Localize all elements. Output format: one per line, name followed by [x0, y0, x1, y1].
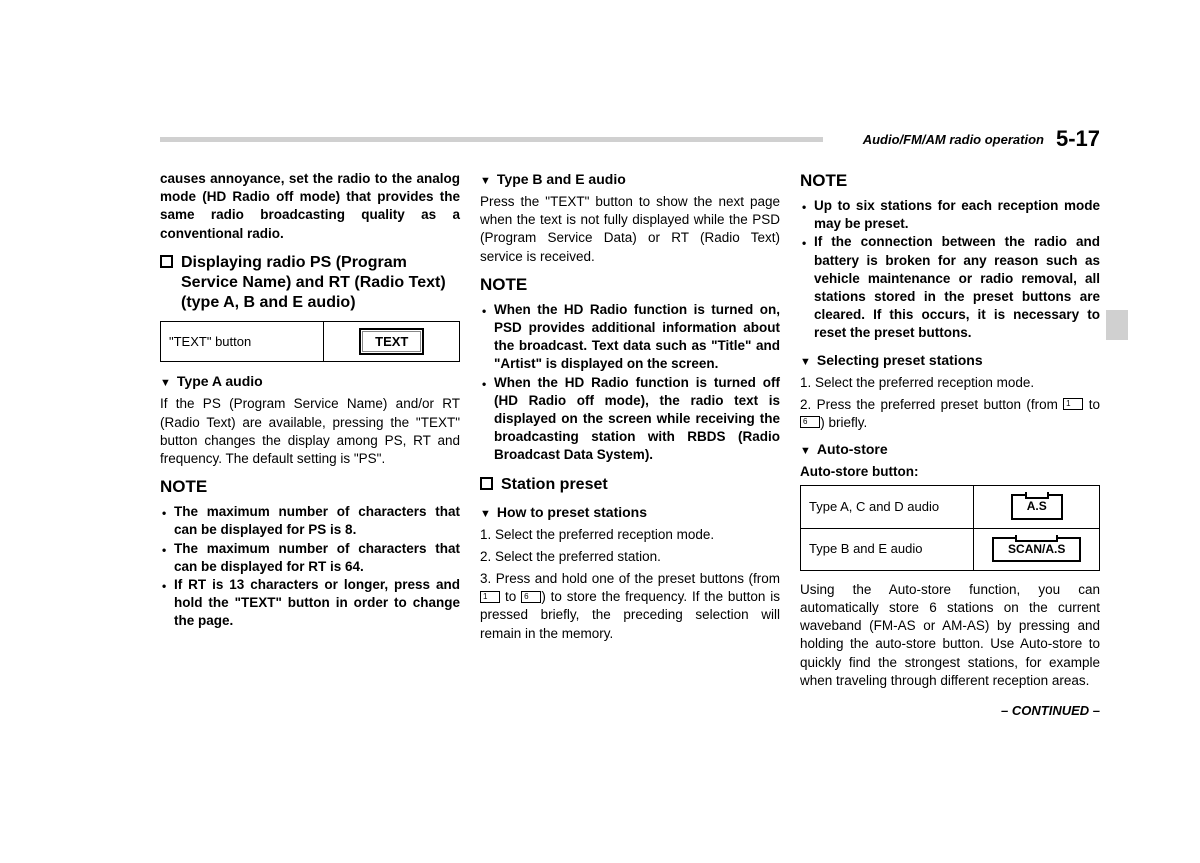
autostore-heading: Auto-store: [800, 440, 1100, 459]
howto-step3: 3. Press and hold one of the preset butt…: [480, 570, 780, 643]
type-a-heading: Type A audio: [160, 372, 460, 391]
selecting-heading: Selecting preset stations: [800, 351, 1100, 370]
continued-label: – CONTINUED –: [800, 702, 1100, 720]
section-marker-icon: [480, 477, 493, 490]
note1-item1-text: The maximum number of characters that ca…: [174, 503, 460, 539]
note1-item1: The maximum number of characters that ca…: [160, 503, 460, 539]
preset-key-6b: 6: [800, 416, 820, 428]
text-button-table: "TEXT" button TEXT: [160, 321, 460, 363]
note3-item2-text: If the connection between the radio and …: [814, 233, 1100, 342]
note3-item1: Up to six stations for each reception mo…: [800, 197, 1100, 233]
scan-as-button: SCAN/A.S: [992, 537, 1081, 562]
howto-step1: 1. Select the preferred reception mode.: [480, 526, 780, 544]
page-content: Audio/FM/AM radio operation 5-17 causes …: [160, 130, 1100, 803]
select-step2-b: to: [1083, 397, 1100, 412]
as-button: A.S: [1011, 494, 1063, 519]
step3-part-b: to: [500, 589, 521, 604]
note1-item3: If RT is 13 characters or longer, press …: [160, 576, 460, 631]
content-columns: causes annoyance, set the radio to the a…: [160, 170, 1100, 803]
select-step2: 2. Press the preferred preset button (fr…: [800, 396, 1100, 432]
note-heading-1: NOTE: [160, 476, 460, 499]
note-heading-2: NOTE: [480, 274, 780, 297]
section-marker-icon: [160, 255, 173, 268]
section-title: Displaying radio PS (Program Service Nam…: [179, 253, 460, 313]
note2-item2: When the HD Radio function is turned off…: [480, 374, 780, 465]
autostore-row2-label: Type B and E audio: [801, 528, 974, 570]
note1-item3-text: If RT is 13 characters or longer, press …: [174, 576, 460, 631]
note2-item2-text: When the HD Radio function is turned off…: [494, 374, 780, 465]
section-title: Station preset: [499, 475, 780, 495]
autostore-row1-btn-cell: A.S: [974, 486, 1100, 528]
page-header: Audio/FM/AM radio operation 5-17: [160, 130, 1100, 148]
column-3: NOTE Up to six stations for each recepti…: [800, 170, 1100, 803]
note1-item2: The maximum number of characters that ca…: [160, 540, 460, 576]
section-displaying-radio-ps: Displaying radio PS (Program Service Nam…: [160, 253, 460, 313]
section-station-preset: Station preset: [480, 475, 780, 495]
thumb-tab: [1106, 310, 1128, 340]
note-heading-3: NOTE: [800, 170, 1100, 193]
howto-heading: How to preset stations: [480, 503, 780, 522]
text-button-cell: TEXT: [324, 321, 460, 362]
note3-item2: If the connection between the radio and …: [800, 233, 1100, 342]
column-2: Type B and E audio Press the "TEXT" butt…: [480, 170, 780, 803]
note1-item2-text: The maximum number of characters that ca…: [174, 540, 460, 576]
note2-item1-text: When the HD Radio function is turned on,…: [494, 301, 780, 374]
preset-key-1b: 1: [1063, 398, 1083, 410]
select-step2-a: 2. Press the preferred preset button (fr…: [800, 397, 1063, 412]
preset-key-1: 1: [480, 591, 500, 603]
intro-paragraph: causes annoyance, set the radio to the a…: [160, 170, 460, 243]
autostore-body: Using the Auto-store function, you can a…: [800, 581, 1100, 690]
note3-item1-text: Up to six stations for each reception mo…: [814, 197, 1100, 233]
type-be-body: Press the "TEXT" button to show the next…: [480, 193, 780, 266]
howto-step2: 2. Select the preferred station.: [480, 548, 780, 566]
text-button-row-label: "TEXT" button: [161, 321, 324, 362]
autostore-table: Type A, C and D audio A.S Type B and E a…: [800, 485, 1100, 570]
autostore-row2-btn-cell: SCAN/A.S: [974, 528, 1100, 570]
autostore-row1-label: Type A, C and D audio: [801, 486, 974, 528]
header-rule: [160, 137, 823, 142]
column-1: causes annoyance, set the radio to the a…: [160, 170, 460, 803]
select-step2-c: ) briefly.: [820, 415, 867, 430]
step3-part-a: 3. Press and hold one of the preset butt…: [480, 571, 780, 586]
type-a-body: If the PS (Program Service Name) and/or …: [160, 395, 460, 468]
autostore-label: Auto-store button:: [800, 463, 1100, 481]
text-hw-button: TEXT: [359, 328, 424, 356]
note2-item1: When the HD Radio function is turned on,…: [480, 301, 780, 374]
preset-key-6: 6: [521, 591, 541, 603]
select-step1: 1. Select the preferred reception mode.: [800, 374, 1100, 392]
page-number: 5-17: [1056, 126, 1100, 152]
type-be-heading: Type B and E audio: [480, 170, 780, 189]
breadcrumb: Audio/FM/AM radio operation: [863, 132, 1044, 147]
